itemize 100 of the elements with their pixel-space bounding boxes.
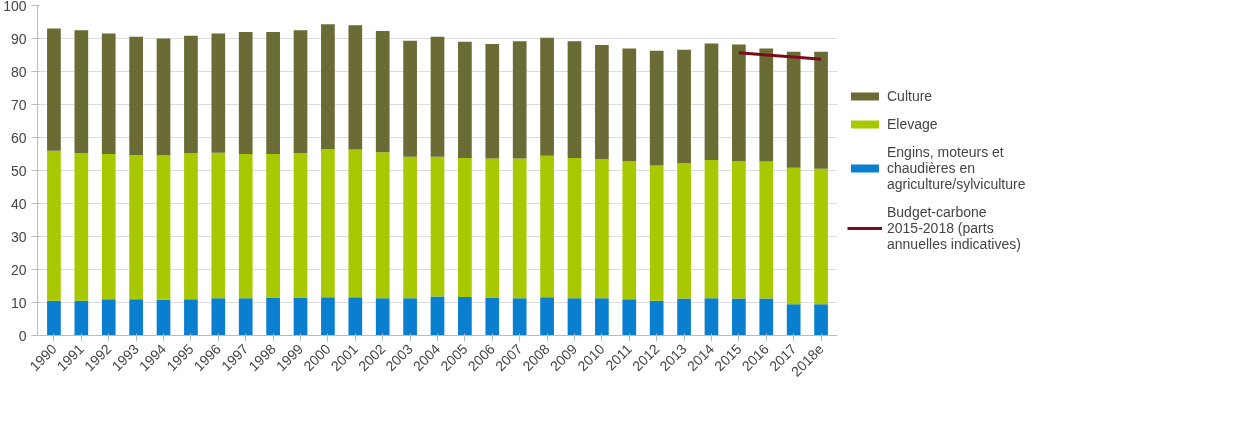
bar xyxy=(321,24,335,150)
bar xyxy=(814,51,828,169)
bar xyxy=(649,165,664,301)
bar xyxy=(375,298,390,336)
bar xyxy=(485,297,500,336)
bar xyxy=(704,298,719,336)
bar xyxy=(238,298,253,336)
y-tick-label: 0 xyxy=(18,327,27,344)
bar xyxy=(47,28,61,151)
bar xyxy=(567,41,582,158)
bar xyxy=(649,50,664,166)
bar xyxy=(101,154,116,300)
bar xyxy=(238,31,253,154)
bar xyxy=(430,156,445,297)
bar xyxy=(677,298,691,336)
y-tick-label: 80 xyxy=(10,63,27,80)
y-tick-label: 90 xyxy=(10,30,27,47)
bar xyxy=(156,299,171,336)
bar xyxy=(732,44,746,162)
bar xyxy=(622,299,637,336)
bar xyxy=(266,154,280,298)
bar xyxy=(595,298,609,336)
bar xyxy=(184,153,198,300)
bar xyxy=(595,158,609,299)
bar xyxy=(101,299,116,336)
bar xyxy=(375,152,390,299)
bar xyxy=(184,299,198,336)
bar xyxy=(47,300,61,336)
bar xyxy=(403,40,417,157)
bar xyxy=(759,161,774,299)
bar xyxy=(677,163,691,299)
bar xyxy=(458,296,472,336)
bar xyxy=(184,35,198,154)
legend-label: Engins, moteurs et chaudières en agriculture/sylviculture xyxy=(887,144,1026,192)
bar xyxy=(211,33,226,153)
bar xyxy=(704,43,719,160)
bar xyxy=(129,299,143,336)
bar xyxy=(293,297,308,336)
bar xyxy=(403,298,417,336)
bar xyxy=(238,154,253,299)
y-tick-label: 10 xyxy=(10,294,27,311)
bar xyxy=(375,30,390,153)
bar xyxy=(512,298,527,336)
bar xyxy=(348,149,363,298)
bar xyxy=(129,154,143,300)
bar xyxy=(622,48,637,162)
bar xyxy=(540,37,554,156)
bar xyxy=(293,30,308,154)
y-tick-label: 30 xyxy=(10,228,27,245)
bar xyxy=(732,161,746,299)
y-tick-label: 100 xyxy=(3,0,27,14)
bar xyxy=(403,156,417,299)
bar xyxy=(430,36,445,157)
bar xyxy=(458,157,472,297)
bar xyxy=(512,158,527,299)
bar xyxy=(786,51,801,168)
bar xyxy=(74,300,89,336)
bar xyxy=(156,38,171,156)
bar xyxy=(211,298,226,336)
y-tick-label: 40 xyxy=(10,195,27,212)
bar xyxy=(156,155,171,300)
y-tick-label: 60 xyxy=(10,129,27,146)
bar xyxy=(622,161,637,300)
bar xyxy=(485,158,500,298)
bar xyxy=(567,298,582,336)
bar xyxy=(704,159,719,299)
legend-label: Budget-carbone 2015-2018 (parts annuelles indicatives) xyxy=(887,204,1021,252)
y-tick-label: 70 xyxy=(10,96,27,113)
bar xyxy=(485,44,500,159)
bar xyxy=(567,157,582,299)
bar xyxy=(321,149,335,298)
bar xyxy=(47,150,61,301)
bar xyxy=(266,297,280,336)
bar xyxy=(458,41,472,158)
bar xyxy=(732,298,746,336)
bar xyxy=(512,41,527,159)
bar xyxy=(74,153,89,301)
bar xyxy=(129,36,143,155)
bar xyxy=(101,33,116,154)
bar xyxy=(677,49,691,164)
bar xyxy=(595,45,609,159)
bar xyxy=(759,48,774,162)
bar xyxy=(814,304,828,336)
bar xyxy=(540,297,554,336)
bar xyxy=(786,167,801,305)
bar xyxy=(211,152,226,299)
line-series xyxy=(737,51,823,61)
bar xyxy=(266,31,280,154)
y-tick-label: 20 xyxy=(10,261,27,278)
bar xyxy=(321,297,335,336)
bar xyxy=(786,304,801,336)
bar xyxy=(649,300,664,336)
legend-label: Culture xyxy=(887,88,933,104)
bar xyxy=(348,297,363,336)
bar xyxy=(293,153,308,298)
bar xyxy=(74,30,89,154)
y-tick-label: 50 xyxy=(10,162,27,179)
bar xyxy=(348,25,363,150)
legend-label: Elevage xyxy=(887,116,938,132)
bar xyxy=(759,298,774,336)
